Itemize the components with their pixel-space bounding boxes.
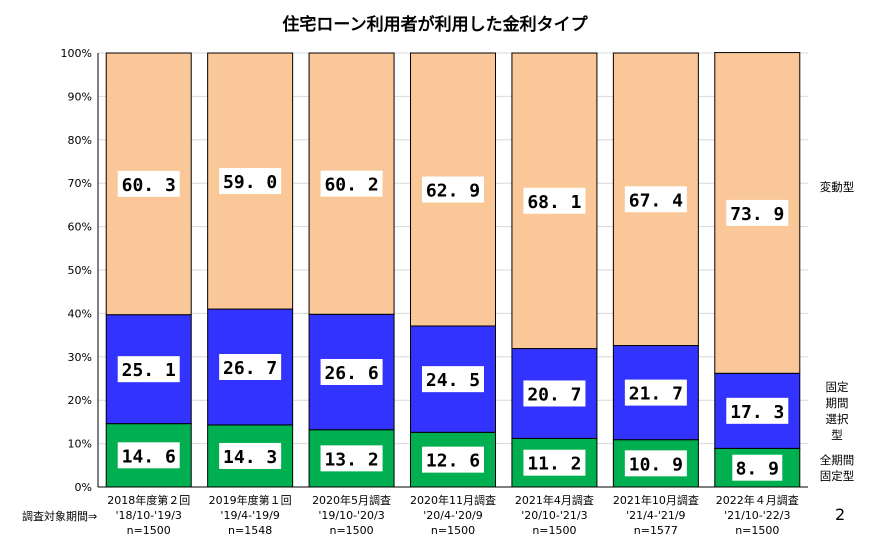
x-tick-name: 2021年4月調査	[514, 494, 594, 507]
data-label: 20. 7	[527, 384, 581, 405]
x-tick-period: '20/10-'21/3	[521, 509, 588, 522]
x-tick-name: 2018年度第２回	[107, 494, 191, 507]
x-tick-label: 2019年度第１回 '19/4-'19/9 n=1548	[195, 493, 305, 538]
x-tick-period: '18/10-'19/3	[115, 509, 182, 522]
x-tick-label: 2021年4月調査 '20/10-'21/3 n=1500	[499, 493, 609, 538]
data-label-box	[219, 168, 282, 195]
data-label: 12. 6	[426, 451, 480, 472]
data-label-box	[117, 170, 180, 197]
x-tick-n: n=1500	[126, 524, 171, 537]
x-tick-n: n=1500	[430, 524, 476, 537]
x-tick-label: 2020年5月調査 '19/10-'20/3 n=1500	[297, 493, 407, 538]
data-label: 8. 9	[736, 459, 779, 480]
data-label: 59. 0	[223, 172, 277, 193]
x-tick-period: '21/10-'22/3	[724, 509, 791, 522]
x-tick-n: n=1500	[532, 524, 577, 537]
data-label: 73. 9	[730, 204, 784, 225]
x-tick-period: '19/10-'20/3	[318, 509, 385, 522]
data-label-box	[523, 449, 586, 476]
data-label: 62. 9	[426, 180, 480, 201]
y-tick-label: 20%	[68, 394, 92, 407]
series-label: 変動型	[819, 180, 855, 195]
data-label-box	[422, 446, 484, 473]
x-tick-n: n=1577	[633, 524, 678, 537]
data-label: 67. 4	[629, 190, 683, 211]
data-label: 60. 3	[122, 175, 176, 196]
data-label-box	[726, 397, 789, 424]
data-label-box	[624, 186, 687, 213]
y-tick-label: 100%	[61, 47, 92, 60]
x-tick-period: '19/4-'19/9	[220, 509, 280, 522]
x-tick-label: 2020年11月調査 '20/4-'20/9 n=1500	[398, 493, 508, 538]
period-prefix: 調査対象期間⇒	[22, 510, 98, 523]
x-tick-label: 2018年度第２回 '18/10-'19/3 n=1500	[94, 493, 204, 538]
data-label: 14. 3	[223, 447, 277, 468]
data-label: 10. 9	[629, 454, 683, 475]
series-label: 全期間 固定型	[819, 452, 855, 483]
data-label-box	[117, 356, 180, 383]
data-label: 24. 5	[426, 370, 480, 391]
y-tick-label: 0%	[75, 481, 92, 494]
data-label-box	[320, 170, 383, 197]
data-label: 25. 1	[122, 360, 176, 381]
data-label-box	[732, 454, 783, 481]
data-label-box	[523, 380, 586, 407]
data-label-box	[624, 450, 687, 477]
page-number: 2	[835, 505, 846, 524]
series-label: 固定 期間 選択型	[825, 379, 849, 442]
data-label-box	[726, 199, 789, 226]
x-tick-name: 2020年5月調査	[312, 494, 392, 507]
x-tick-n: n=1500	[329, 524, 374, 537]
data-label: 11. 2	[527, 454, 581, 475]
y-tick-label: 90%	[68, 90, 92, 103]
data-label-box	[117, 442, 180, 469]
y-tick-label: 40%	[68, 307, 92, 320]
data-label: 60. 2	[324, 175, 378, 196]
x-tick-period: '21/4-'21/9	[626, 509, 686, 522]
y-tick-label: 70%	[68, 177, 92, 190]
x-tick-name: 2020年11月調査	[410, 494, 496, 507]
y-tick-label: 10%	[68, 438, 92, 451]
x-tick-n: n=1500	[735, 524, 780, 537]
x-tick-n: n=1548	[228, 524, 273, 537]
data-label: 17. 3	[730, 402, 784, 423]
data-label-box	[422, 366, 484, 393]
x-tick-name: 2019年度第１回	[208, 494, 292, 507]
data-label-box	[219, 353, 282, 380]
x-tick-label: 2021年10月調査 '21/4-'21/9 n=1577	[601, 493, 711, 538]
data-label-box	[320, 445, 383, 472]
data-label: 13. 2	[324, 449, 378, 470]
data-label: 14. 6	[122, 446, 176, 467]
data-label-box	[320, 358, 383, 385]
x-tick-name: 2021年10月調査	[612, 494, 699, 507]
data-label-box	[523, 187, 586, 214]
y-tick-label: 80%	[68, 134, 92, 147]
data-label: 26. 6	[324, 363, 378, 384]
data-label-box	[219, 442, 282, 469]
data-label-box	[422, 176, 484, 203]
data-label: 26. 7	[223, 358, 277, 379]
data-label-box	[624, 379, 687, 406]
x-tick-label: 2022年４月調査 '21/10-'22/3 n=1500	[702, 493, 812, 538]
y-tick-label: 60%	[68, 221, 92, 234]
data-label: 68. 1	[527, 192, 581, 213]
x-tick-period: '20/4-'20/9	[423, 509, 483, 522]
y-tick-label: 50%	[68, 264, 92, 277]
x-tick-name: 2022年４月調査	[715, 494, 799, 507]
chart-title: 住宅ローン利用者が利用した金利タイプ	[282, 15, 588, 35]
y-tick-label: 30%	[68, 351, 92, 364]
data-label: 21. 7	[629, 384, 683, 405]
